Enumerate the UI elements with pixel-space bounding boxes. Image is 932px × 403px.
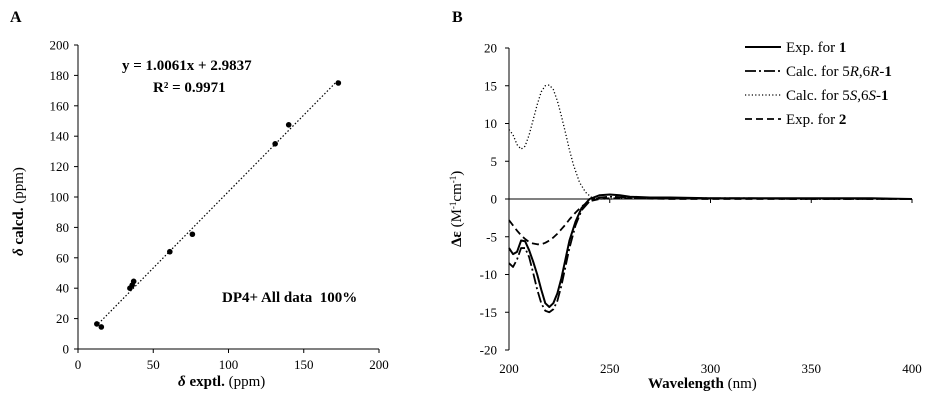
panel-a-data-point (130, 278, 137, 285)
panel-b-y-sup1: -1 (448, 202, 458, 210)
panel-b-y-unit: (M (449, 209, 465, 231)
legend-entry-part: S (868, 88, 876, 104)
panel-a-x-axis-title: δ exptl. (ppm) (178, 374, 265, 390)
panel-a-x-tick-label: 50 (147, 357, 160, 372)
legend-entry-part: 1 (839, 40, 847, 56)
legend-entry-part: - (876, 88, 881, 104)
panel-b-series (508, 84, 913, 314)
panel-a-data-point (189, 231, 196, 238)
panel-a-trendline-group (95, 79, 339, 327)
legend-entry-part: R (869, 64, 879, 80)
legend-entry-label: Calc. for 5R,6R-1 (786, 64, 892, 80)
panel-a-label: A (10, 9, 22, 26)
panel-a-data-point (167, 248, 173, 255)
panel-a-y-tick-label: 60 (56, 250, 69, 265)
panel-a-data-point (94, 321, 100, 327)
panel-b-x-tick-label: 350 (802, 361, 822, 376)
legend-entry-part: ,6 (857, 88, 869, 104)
panel-a-x-tick-label: 100 (219, 357, 239, 372)
panel-b-x-tick-label: 200 (499, 361, 519, 376)
legend-entry-part: - (879, 64, 884, 80)
panel-b-x-axis-title: Wavelength (nm) (648, 376, 757, 392)
panel-a-y-tick-label: 40 (56, 281, 69, 296)
panel-b-label: B (452, 9, 463, 26)
legend-entry-part: 1 (881, 88, 889, 104)
legend-entry-part: Calc. for 5 (786, 88, 850, 104)
legend-entry-part: Exp. for (786, 112, 839, 128)
legend-entry-part: S (850, 88, 858, 104)
panel-a-points (94, 80, 342, 330)
panel-a-y-symbol: δ (11, 248, 27, 256)
panel-a-data-point (335, 80, 342, 86)
panel-a-y-tick-label: 160 (50, 98, 70, 113)
panel-b-x-tick-label: 400 (902, 361, 922, 376)
panel-a-x-tick-label: 150 (294, 357, 314, 372)
panel-b-x-text: Wavelength (648, 376, 724, 392)
panel-b-y-tick-label: -5 (486, 229, 497, 244)
panel-a-y-tick-label: 120 (50, 159, 70, 174)
panel-a-x-symbol: δ (178, 374, 186, 390)
panel-a-y-tick-label: 140 (50, 129, 70, 144)
panel-b-y-tick-label: -10 (480, 267, 497, 282)
panel-b-x-tick-label: 250 (600, 361, 620, 376)
panel-a-data-point (272, 141, 278, 147)
panel-a-y-tick-label: 100 (50, 190, 70, 205)
panel-b-x-unit: (nm) (724, 376, 757, 392)
panel-b-y-axis-title: Δε (M-1cm-1) (448, 171, 465, 247)
panel-a-y-tick-label: 20 (56, 311, 69, 326)
panel-a-y-axis-title: δ calcd. (ppm) (11, 167, 27, 256)
panel-b-y-tick-label: -20 (480, 343, 497, 358)
panel-a-data-point (285, 122, 292, 128)
panel-b-ticks: 200 250 300 350 400 20 15 10 5 0 -5 -10 -15 -20 (480, 41, 922, 377)
panel-a-data-point (98, 324, 105, 330)
panel-a-x-text: exptl. (186, 374, 225, 390)
panel-a-r2: R² = 0.9971 (153, 80, 226, 96)
panel-a-trendline (95, 79, 339, 327)
panel-b-y-tick-label: 20 (484, 41, 497, 56)
panel-b-y-mid: cm (449, 183, 465, 202)
panel-b-series-dashed-line (508, 197, 912, 246)
panel-b-series-dashdot-line (508, 195, 912, 314)
panel-a-y-tick-label: 180 (50, 68, 70, 83)
legend-entry-part: 1 (884, 64, 892, 80)
legend-entry-part: 2 (839, 112, 847, 128)
panel-a-dp4: DP4+ All data 100% (222, 290, 357, 306)
panel-b-y-tick-label: 0 (491, 192, 498, 207)
legend-entry-part: R (849, 64, 859, 80)
panel-a-x-tick-label: 200 (369, 357, 389, 372)
panel-a-y-tick-label: 80 (56, 220, 69, 235)
panel-b-y-tick-label: 5 (491, 154, 498, 169)
panel-a-equation: y = 1.0061x + 2.9837 (122, 58, 252, 74)
panel-a-y-unit: (ppm) (11, 167, 27, 207)
panel-b-x-tick-label: 300 (701, 361, 721, 376)
panel-b-y-tick-label: 10 (484, 116, 497, 131)
legend-entry-label: Exp. for 1 (786, 40, 846, 56)
panel-b-y-tick-label: -15 (480, 305, 497, 320)
panel-b-y-symbol: Δε (449, 231, 465, 247)
panel-b-y-end: ) (449, 171, 465, 176)
panel-a-ticks: 0 50 100 150 200 0 20 40 60 80 100 120 140 160 180 200 (50, 38, 389, 373)
legend-entry-label: Exp. for 2 (786, 112, 846, 128)
panel-a-x-unit: (ppm) (225, 374, 265, 390)
panel-b-y-sup2: -1 (448, 176, 458, 184)
legend-entry-part: ,6 (859, 64, 871, 80)
panel-b-y-tick-label: 15 (484, 78, 497, 93)
panel-a-x-tick-label: 0 (75, 357, 82, 372)
legend-entry-part: Calc. for 5 (786, 64, 850, 80)
panel-a-y-text: calcd. (11, 207, 27, 248)
panel-a-y-tick-label: 200 (50, 38, 70, 53)
legend-entry-label: Calc. for 5S,6S-1 (786, 88, 888, 104)
panel-a-y-tick-label: 0 (63, 342, 70, 357)
legend-entry-part: Exp. for (786, 40, 839, 56)
